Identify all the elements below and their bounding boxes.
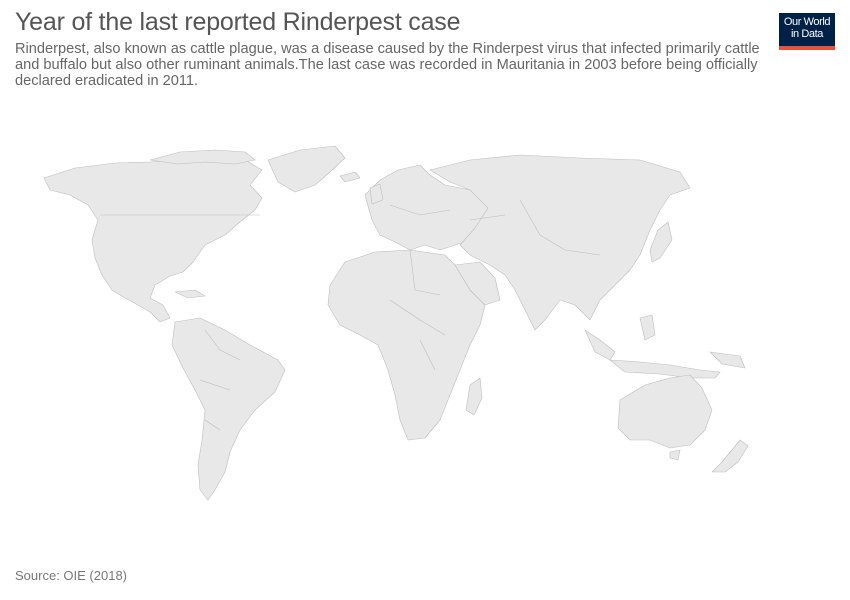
chart-subtitle: Rinderpest, also known as cattle plague,… <box>15 41 760 89</box>
source-note: Source: OIE (2018) <box>15 568 127 583</box>
map-region-tasmania[interactable] <box>669 449 681 461</box>
map-region-south-america[interactable] <box>171 317 286 501</box>
map-region-southeast-asia[interactable] <box>584 329 616 361</box>
world-map <box>43 145 749 501</box>
map-region-papua-new-guinea[interactable] <box>709 351 746 369</box>
map-region-caribbean[interactable] <box>174 289 206 299</box>
map-region-british-isles[interactable] <box>369 183 384 205</box>
chart-title: Year of the last reported Rinderpest cas… <box>15 8 461 36</box>
map-region-japan[interactable] <box>649 221 673 263</box>
logo-line-2: in Data <box>790 28 824 40</box>
map-region-madagascar[interactable] <box>465 377 483 416</box>
map-region-new-zealand[interactable] <box>711 439 749 473</box>
map-country-borders <box>100 199 601 431</box>
map-region-africa[interactable] <box>327 249 486 441</box>
map-region-north-america[interactable] <box>43 157 263 323</box>
owid-logo[interactable]: Our World in Data <box>779 13 835 50</box>
map-region-indonesia[interactable] <box>609 359 721 379</box>
map-region-arctic-islands[interactable] <box>149 149 256 165</box>
map-region-asia[interactable] <box>429 154 691 331</box>
map-region-greenland[interactable] <box>267 145 346 193</box>
map-region-arabian-peninsula[interactable] <box>454 261 501 306</box>
map-region-iceland[interactable] <box>339 171 361 183</box>
logo-line-1: Our World <box>783 16 831 28</box>
map-region-philippines[interactable] <box>639 314 656 341</box>
map-region-australia[interactable] <box>617 374 713 449</box>
